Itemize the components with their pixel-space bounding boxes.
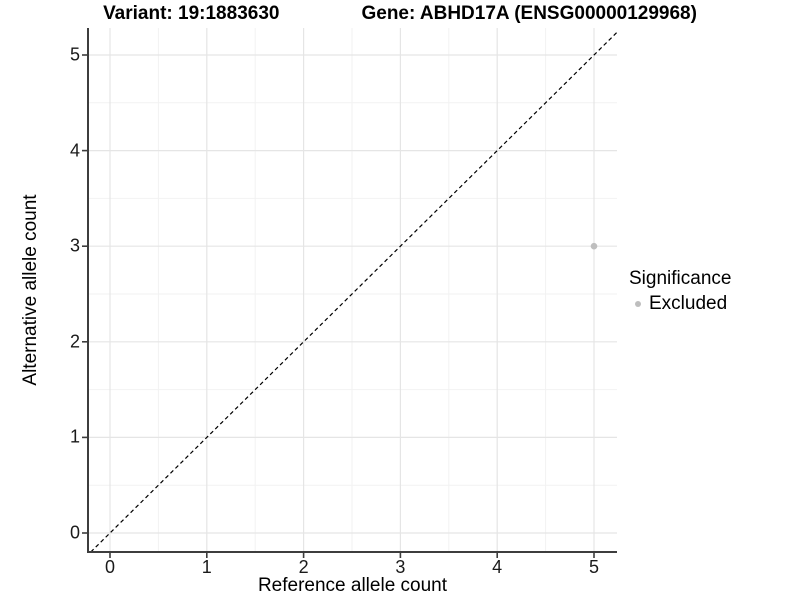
x-axis-title: Reference allele count bbox=[257, 575, 448, 596]
y-tick-label: 2 bbox=[69, 331, 80, 352]
y-tick-label: 5 bbox=[69, 44, 80, 65]
title-gene: Gene: ABHD17A (ENSG00000129968) bbox=[361, 3, 697, 24]
y-tick-label: 4 bbox=[69, 140, 80, 161]
y-tick-label: 0 bbox=[69, 522, 80, 543]
x-tick-label: 2 bbox=[298, 557, 309, 577]
y-tick-label: 1 bbox=[69, 426, 80, 447]
x-tick-label: 5 bbox=[588, 557, 600, 577]
legend-item-excluded: Excluded bbox=[629, 293, 731, 315]
legend-item-label: Excluded bbox=[649, 293, 728, 314]
legend-title: Significance bbox=[629, 268, 732, 289]
x-tick-label: 3 bbox=[395, 557, 406, 577]
excluded-point-icon bbox=[635, 301, 641, 307]
legend: Significance Excluded bbox=[629, 267, 731, 315]
x-tick-label: 4 bbox=[492, 557, 503, 577]
x-tick-label: 1 bbox=[201, 557, 212, 577]
y-axis-title: Alternative allele count bbox=[20, 194, 41, 386]
title-variant: Variant: 19:1883630 bbox=[103, 3, 280, 24]
data-point bbox=[590, 242, 598, 250]
plot-title: Variant: 19:1883630 Gene: ABHD17A (ENSG0… bbox=[0, 3, 800, 25]
y-tick-label: 3 bbox=[69, 235, 80, 256]
identity-dashed-line bbox=[90, 31, 618, 553]
x-tick-label: 0 bbox=[104, 557, 116, 577]
